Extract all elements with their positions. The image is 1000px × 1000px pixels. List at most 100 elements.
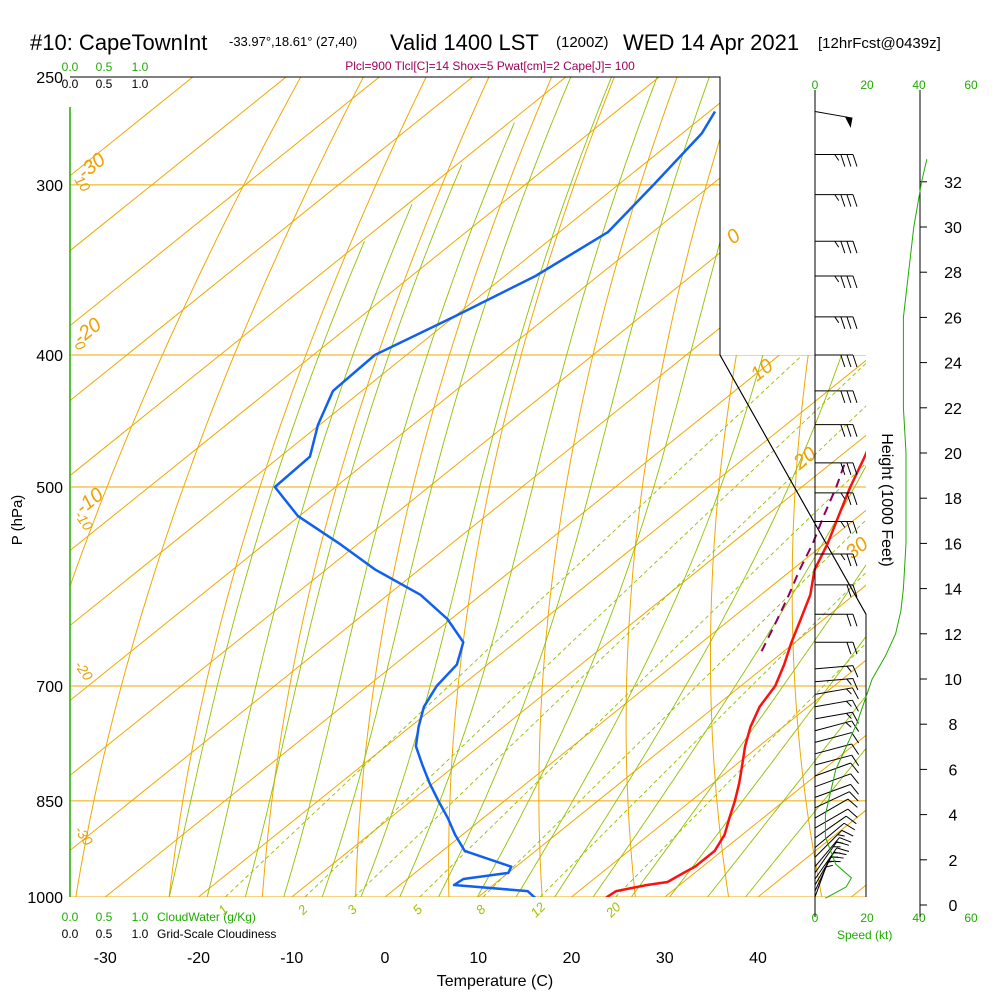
speed-tick-bottom: 0 bbox=[812, 911, 819, 925]
wind-barb bbox=[815, 154, 858, 167]
height-axis-title: Height (1000 Feet) bbox=[878, 433, 895, 566]
wind-barb bbox=[815, 641, 858, 655]
wind-barb bbox=[815, 194, 858, 207]
barb-staff bbox=[814, 711, 853, 720]
mixing-ratio-label: 20 bbox=[602, 899, 624, 921]
barb-feather bbox=[840, 521, 846, 528]
barb-feather bbox=[846, 642, 852, 655]
adiabat-label: -30 bbox=[72, 823, 97, 849]
height-tick-label: 32 bbox=[944, 175, 962, 192]
axes: -30 -20 -10 0 10 20 30 402503004005007008501000… bbox=[27, 60, 978, 967]
mixing-ratio-line bbox=[539, 571, 866, 897]
barb-feather bbox=[847, 798, 858, 808]
dry-adiabat-line bbox=[625, 77, 741, 897]
barb-staff bbox=[814, 743, 852, 755]
barb-feather bbox=[840, 194, 846, 207]
wind-barb bbox=[815, 462, 858, 476]
barb-feather bbox=[846, 275, 852, 289]
cloudiness-scale-bottom: 1.0 bbox=[132, 927, 149, 941]
speed-legend: Speed (kt) bbox=[837, 928, 892, 942]
barb-feather bbox=[852, 553, 858, 567]
barb-staff bbox=[814, 822, 845, 849]
wind-barb bbox=[815, 613, 858, 627]
x-tick-label: 30 bbox=[656, 950, 674, 967]
barb-feather bbox=[852, 678, 859, 691]
barb-feather bbox=[840, 424, 846, 437]
barb-feather bbox=[846, 688, 852, 695]
height-tick-label: 26 bbox=[944, 310, 962, 327]
moist-adiabat-line bbox=[168, 241, 365, 897]
mixing-ratio-label: 8 bbox=[473, 901, 489, 917]
valid-time: Valid 1400 LST bbox=[390, 30, 539, 55]
barb-feather bbox=[840, 462, 846, 476]
barb-feather bbox=[852, 275, 858, 289]
barb-feather bbox=[840, 275, 846, 289]
forecast-date: WED 14 Apr 2021 bbox=[623, 30, 799, 55]
moist-adiabat-line bbox=[244, 164, 463, 897]
isotherm-line bbox=[70, 77, 754, 627]
barb-feather bbox=[852, 316, 858, 329]
wind-barb bbox=[815, 520, 858, 534]
barb-staff bbox=[814, 837, 840, 867]
cloudiness-scale-bottom: 0.5 bbox=[96, 927, 113, 941]
stability-diagnostics: Plcl=900 Tlcl[C]=14 Shox=5 Pwat[cm]=2 Ca… bbox=[345, 59, 635, 73]
barb-staff bbox=[814, 732, 852, 743]
moist-adiabat-line bbox=[399, 77, 658, 897]
sounding-series bbox=[273, 110, 866, 897]
wind-barb bbox=[814, 847, 850, 880]
barb-feather bbox=[851, 743, 860, 755]
barb-feather bbox=[846, 713, 852, 719]
barb-feather bbox=[846, 678, 852, 685]
dry-adiabat-line bbox=[70, 77, 302, 588]
x-tick-label: -20 bbox=[187, 950, 210, 967]
speed-tick-bottom: 40 bbox=[912, 911, 926, 925]
mixing-ratio-line bbox=[354, 405, 866, 897]
dry-adiabat-line bbox=[448, 77, 615, 897]
adiabat-label: 0 bbox=[72, 338, 90, 354]
isotherm-line bbox=[663, 734, 866, 897]
height-tick-label: 0 bbox=[949, 898, 958, 915]
height-tick-label: 28 bbox=[944, 265, 962, 282]
barb-staff bbox=[814, 841, 838, 874]
barb-feather bbox=[834, 154, 840, 161]
height-tick-label: 24 bbox=[944, 356, 962, 373]
pressure-tick-label: 850 bbox=[36, 794, 63, 811]
isotherm-label: 20 bbox=[789, 443, 821, 475]
barb-feather bbox=[852, 521, 858, 534]
dry-adiabat-line bbox=[75, 77, 364, 897]
wind-barb bbox=[814, 808, 858, 829]
cloudwater-scale-bottom: 0.0 bbox=[62, 910, 79, 924]
mixing-ratio-line bbox=[419, 462, 866, 897]
moist-adiabat-line bbox=[206, 204, 413, 897]
barb-feather bbox=[846, 553, 852, 567]
barb-feather bbox=[851, 699, 859, 712]
barb-feather bbox=[840, 390, 846, 404]
barb-feather bbox=[846, 462, 852, 476]
barb-feather bbox=[836, 847, 850, 852]
mixing-ratio-line bbox=[482, 519, 866, 897]
barb-feather bbox=[846, 521, 852, 534]
moist-adiabat-line bbox=[744, 747, 866, 897]
height-tick-label: 12 bbox=[944, 627, 962, 644]
mixing-ratio-label: 5 bbox=[409, 901, 425, 917]
y-axis-title: P (hPa) bbox=[9, 495, 26, 546]
barb-feather bbox=[846, 614, 852, 627]
barb-feather bbox=[825, 864, 834, 868]
x-axis-title: Temperature (C) bbox=[437, 973, 553, 990]
wind-barb bbox=[814, 815, 857, 839]
barb-staff bbox=[814, 677, 853, 683]
cloudiness-scale-top: 1.0 bbox=[132, 77, 149, 91]
height-tick-label: 8 bbox=[949, 717, 958, 734]
barb-feather bbox=[850, 762, 859, 774]
barb-feather bbox=[840, 553, 846, 561]
barb-staff bbox=[814, 808, 849, 829]
temperature-line bbox=[605, 450, 866, 897]
wind-barb bbox=[815, 240, 858, 254]
barb-feather bbox=[852, 241, 858, 254]
wind-barb bbox=[814, 783, 859, 798]
isotherm-line bbox=[70, 77, 474, 402]
barb-feather bbox=[846, 154, 852, 167]
barb-staff bbox=[814, 847, 838, 880]
